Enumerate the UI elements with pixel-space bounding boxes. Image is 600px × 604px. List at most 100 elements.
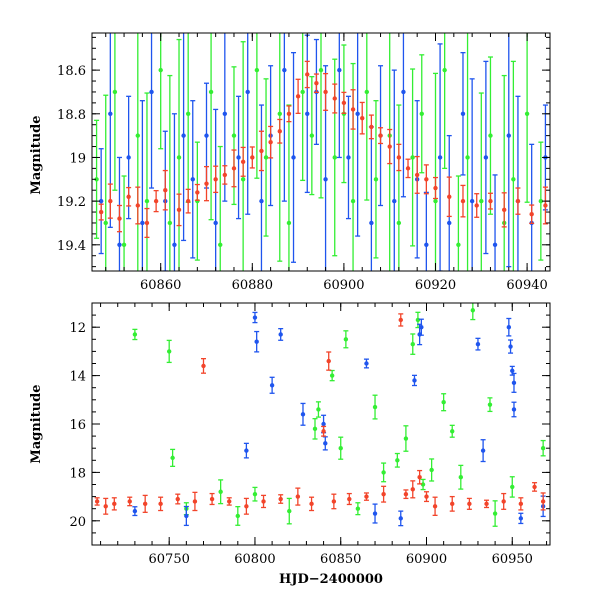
blue-data-point [305, 111, 310, 116]
red-data-point [467, 501, 472, 507]
blue-data-point [424, 242, 429, 247]
green-data-point [429, 467, 434, 473]
green-data-point [458, 475, 464, 480]
red-data-point [286, 111, 292, 116]
green-data-point [441, 400, 446, 405]
x-tick-label: 60900 [323, 278, 364, 293]
green-data-point [350, 198, 356, 204]
plot-area-0 [94, 33, 548, 271]
green-data-point [121, 242, 127, 247]
green-data-point [355, 506, 361, 511]
blue-data-point [282, 67, 287, 73]
green-data-point [144, 198, 150, 204]
red-data-point [417, 475, 422, 480]
green-data-point [373, 177, 379, 182]
blue-data-point [132, 508, 138, 514]
x-tick-label: 60850 [320, 552, 361, 567]
red-data-point [331, 499, 337, 504]
red-data-point [474, 203, 479, 208]
blue-data-point [190, 177, 195, 182]
top-panel: 60860 60880 60900 60920 60940 18.6 18.8 19 19.2 1… [57, 32, 551, 293]
red-data-point [309, 501, 314, 507]
blue-data-point [364, 361, 369, 366]
green-data-point [286, 220, 292, 226]
red-data-point [414, 172, 420, 178]
y-tick-label: 19 [69, 151, 86, 166]
green-data-point [263, 155, 269, 160]
x-tick-label: 60900 [406, 552, 447, 567]
red-data-point [144, 220, 150, 226]
y-tick-label: 16 [69, 418, 86, 433]
blue-data-point [492, 242, 498, 247]
blue-data-point [372, 511, 378, 516]
green-data-point [231, 133, 237, 138]
series-green [132, 303, 546, 527]
red-data-point [314, 81, 319, 86]
red-data-point [410, 487, 415, 492]
green-data-point [218, 242, 223, 247]
bottom-panel: 60750 60800 60850 60900 60950 12 14 16 18 20 [69, 302, 551, 567]
green-data-point [381, 470, 386, 475]
red-data-point [278, 496, 283, 502]
blue-data-point [447, 220, 452, 226]
bottom-panel-y-axis-title: Magnitude [29, 384, 44, 463]
red-data-point [341, 100, 347, 106]
red-data-point [424, 494, 429, 499]
panel-frame-0 [91, 32, 551, 272]
red-data-point [231, 166, 237, 171]
green-data-point [167, 220, 173, 226]
red-data-point [158, 501, 163, 507]
blue-data-point [369, 220, 374, 226]
green-data-point [338, 446, 343, 451]
green-data-point [312, 426, 318, 432]
red-data-point [502, 207, 507, 213]
green-data-point [403, 436, 409, 441]
blue-data-point [252, 315, 258, 320]
series-red [94, 313, 546, 517]
green-data-point [332, 155, 337, 160]
red-data-point [450, 501, 455, 507]
blue-data-point [222, 111, 228, 116]
green-data-point [235, 513, 241, 519]
red-data-point [433, 185, 438, 191]
blue-data-point [98, 198, 104, 204]
green-data-point [132, 332, 138, 337]
green-data-point [218, 489, 223, 494]
red-data-point [175, 496, 180, 502]
green-data-point [450, 429, 455, 434]
red-data-point [295, 494, 301, 499]
red-data-point [261, 499, 266, 504]
red-data-point [432, 504, 438, 509]
y-tick-label: 19.2 [57, 195, 86, 210]
green-data-point [112, 89, 118, 95]
red-data-point [176, 207, 182, 213]
blue-data-point [244, 448, 249, 453]
green-data-point [492, 511, 498, 516]
blue-data-point [254, 339, 259, 344]
green-data-point [396, 220, 402, 226]
blue-data-point [321, 421, 326, 427]
green-data-point [277, 111, 282, 116]
red-data-point [447, 194, 452, 199]
red-data-point [321, 429, 326, 434]
y-tick-label: 12 [69, 321, 86, 336]
green-data-point [538, 198, 544, 204]
red-data-point [518, 501, 524, 507]
blue-data-point [245, 89, 250, 95]
green-data-point [456, 242, 461, 247]
plot-area-1 [94, 303, 546, 527]
red-data-point [332, 96, 337, 101]
blue-data-point [236, 155, 241, 160]
red-data-point [240, 159, 246, 165]
green-data-point [488, 133, 493, 138]
blue-data-point [117, 242, 122, 247]
red-data-point [350, 107, 356, 112]
blue-data-point [126, 155, 131, 160]
red-data-point [540, 499, 546, 504]
red-data-point [543, 203, 548, 208]
red-data-point [501, 499, 506, 504]
red-data-point [460, 198, 466, 204]
red-data-point [153, 198, 159, 204]
green-data-point [158, 67, 163, 73]
